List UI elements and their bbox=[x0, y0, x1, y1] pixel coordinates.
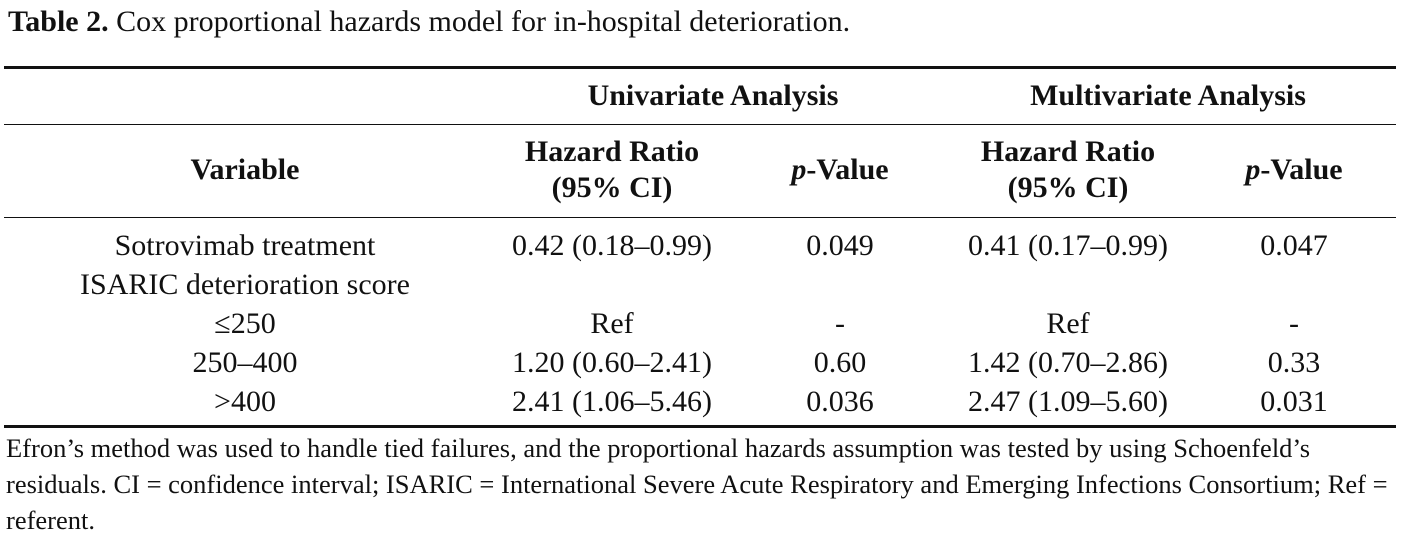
column-header-rule bbox=[4, 217, 1396, 218]
group-header-rule bbox=[4, 124, 1396, 125]
table-row-5-multi-hr: 2.47 (1.09–5.60) bbox=[968, 385, 1168, 418]
table-row-3-multi-p: - bbox=[1289, 307, 1299, 340]
table-row-3-multi-hr: Ref bbox=[1046, 307, 1090, 340]
multivariate-hr-header-line1: Hazard Ratio bbox=[980, 135, 1156, 168]
multivariate-group-header: Multivariate Analysis bbox=[1030, 79, 1306, 112]
table-row-3-variable: ≤250 bbox=[214, 307, 276, 340]
table-row-1-uni-p: 0.049 bbox=[806, 229, 874, 262]
table-row-5-uni-p: 0.036 bbox=[806, 385, 874, 418]
table-bottom-rule bbox=[4, 425, 1396, 428]
table-row-4-variable: 250–400 bbox=[192, 346, 298, 379]
table-caption-text: Cox proportional hazards model for in-ho… bbox=[108, 5, 851, 38]
table-footnote: Efron’s method was used to handle tied f… bbox=[6, 433, 1388, 535]
variable-column-header: Variable bbox=[190, 153, 300, 186]
univariate-hr-header: Hazard Ratio (95% CI) bbox=[525, 134, 699, 206]
table-row-3-uni-p: - bbox=[835, 307, 845, 340]
table-row-4-uni-p: 0.60 bbox=[813, 346, 867, 379]
univariate-p-header-italic: p bbox=[791, 153, 807, 186]
table-row-1-multi-hr: 0.41 (0.17–0.99) bbox=[968, 229, 1168, 262]
univariate-hr-header-line1: Hazard Ratio bbox=[524, 135, 700, 168]
multivariate-hr-header: Hazard Ratio (95% CI) bbox=[981, 134, 1155, 206]
univariate-hr-header-line2: (95% CI) bbox=[551, 171, 673, 204]
table-row-5-variable: >400 bbox=[214, 385, 276, 418]
table-row-1-multi-p: 0.047 bbox=[1260, 229, 1328, 262]
univariate-p-header-rest: -Value bbox=[806, 153, 889, 186]
table-caption-label: Table 2. bbox=[8, 5, 109, 38]
multivariate-hr-header-line2: (95% CI) bbox=[1007, 171, 1129, 204]
multivariate-p-header: p-Value bbox=[1245, 152, 1342, 188]
table-row-5-uni-hr: 2.41 (1.06–5.46) bbox=[512, 385, 712, 418]
table-row-5-multi-p: 0.031 bbox=[1260, 385, 1328, 418]
table-row-1-uni-hr: 0.42 (0.18–0.99) bbox=[512, 229, 712, 262]
table-caption: Table 2. Cox proportional hazards model … bbox=[8, 4, 850, 40]
multivariate-p-header-rest: -Value bbox=[1260, 153, 1343, 186]
table-row-4-multi-p: 0.33 bbox=[1267, 346, 1321, 379]
table-row-3-uni-hr: Ref bbox=[590, 307, 634, 340]
table-row-2-variable: ISARIC deterioration score bbox=[80, 268, 410, 301]
univariate-group-header: Univariate Analysis bbox=[587, 79, 839, 112]
table-row-4-multi-hr: 1.42 (0.70–2.86) bbox=[968, 346, 1168, 379]
table-row-4-uni-hr: 1.20 (0.60–2.41) bbox=[512, 346, 712, 379]
multivariate-p-header-italic: p bbox=[1245, 153, 1261, 186]
table-row-1-variable: Sotrovimab treatment bbox=[114, 229, 376, 262]
univariate-p-header: p-Value bbox=[791, 152, 888, 188]
table-top-rule bbox=[4, 66, 1396, 69]
